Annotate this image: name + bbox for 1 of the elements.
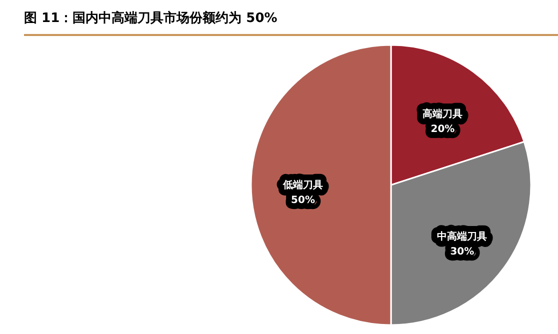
chart-title: 图 11：国内中高端刀具市场份额约为 50% [24, 10, 278, 26]
